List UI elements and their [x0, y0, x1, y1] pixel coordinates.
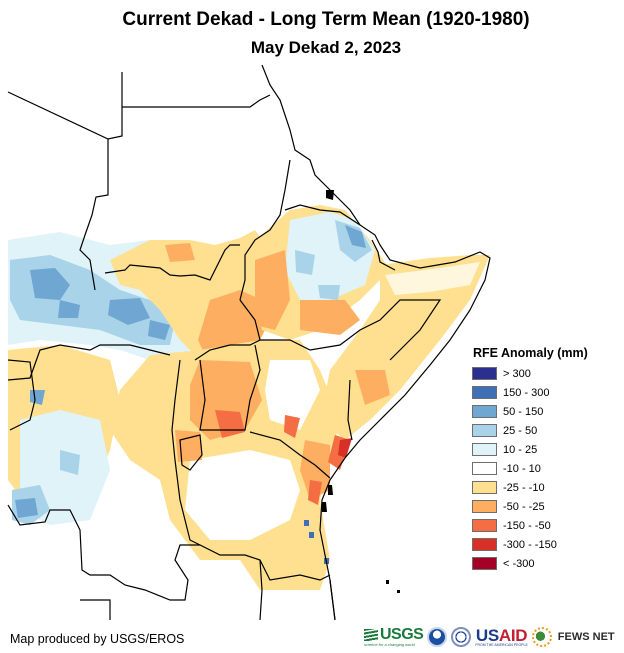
legend-item: > 300 — [472, 364, 588, 383]
fews-net-logo: FEWS NET — [557, 631, 615, 643]
doc-seal-icon — [451, 627, 472, 647]
anomaly-zone-dry-southsudan-core — [165, 243, 265, 365]
legend-swatch — [472, 386, 497, 399]
anomaly-zone-east-severe — [215, 410, 350, 505]
border-zambia-angola — [80, 599, 111, 620]
legend-item: -10 - 10 — [472, 459, 588, 478]
usgs-logo: USGS science for a changing world — [364, 626, 424, 647]
border-drc-east — [171, 359, 201, 546]
legend-item: -150 - -50 — [472, 516, 588, 535]
legend-label: -50 - -25 — [503, 500, 545, 513]
border-ethiopia-kenya-somalia — [260, 299, 442, 361]
anomaly-zone-somalia-dry — [355, 370, 390, 405]
anomaly-zone-ethiopia-wet-peak — [345, 225, 366, 248]
legend-label: -150 - -50 — [503, 519, 551, 532]
legend-item: -25 - -10 — [472, 478, 588, 497]
usgs-wave-icon — [364, 628, 378, 641]
legend-label: -10 - 10 — [503, 462, 541, 475]
border-drc-angola-zambia — [7, 504, 245, 601]
legend-item: 25 - 50 — [472, 421, 588, 440]
map-title: Current Dekad - Long Term Mean (1920-198… — [122, 9, 530, 30]
country-borders — [7, 64, 491, 621]
legend-title: RFE Anomaly (mm) — [473, 346, 588, 360]
border-kenya-somalia — [347, 379, 353, 441]
border-cameroon — [7, 359, 36, 431]
border-zambia-malawi-tanzania — [244, 554, 331, 581]
legend-label: > 300 — [503, 367, 531, 380]
fews-net-globe-icon — [531, 627, 552, 647]
legend-item: 10 - 25 — [472, 440, 588, 459]
legend-label: < -300 — [503, 557, 535, 570]
island-dahlak — [326, 190, 334, 200]
legend-label: 150 - 300 — [503, 386, 550, 399]
legend-swatch — [472, 557, 497, 570]
island-comoros — [386, 580, 400, 593]
border-sudan-ethiopia — [239, 159, 291, 301]
border-car-drc — [7, 344, 171, 381]
legend-swatch — [472, 367, 497, 380]
legend-label: 50 - 150 — [503, 405, 544, 418]
island-zanzibar — [322, 502, 327, 512]
legend-swatch — [472, 462, 497, 475]
islands — [322, 190, 400, 593]
border-uganda — [199, 344, 261, 431]
partner-logos: USGS science for a changing world USAID … — [364, 624, 615, 650]
map-subtitle: May Dekad 2, 2023 — [250, 38, 402, 57]
legend-label: -25 - -10 — [503, 481, 545, 494]
anomaly-map — [7, 64, 491, 621]
border-djibouti — [371, 239, 396, 271]
legend-item: 150 - 300 — [472, 383, 588, 402]
map-credit: Map produced by USGS/EROS — [10, 632, 185, 646]
legend-swatch — [472, 500, 497, 513]
anomaly-zone-ethiopia-dry — [255, 250, 360, 335]
border-kenya-tanzania — [249, 431, 331, 479]
legend-swatch — [472, 405, 497, 418]
border-sudan-southsudan — [104, 244, 240, 281]
border-libya-egypt-sudan — [7, 72, 271, 140]
anomaly-zone-east-neutral — [185, 360, 320, 540]
legend: RFE Anomaly (mm) > 300 150 - 300 50 - 150 2… — [472, 346, 588, 573]
legend-item: 50 - 150 — [472, 402, 588, 421]
legend-label: 10 - 25 — [503, 443, 538, 456]
coastline-red-sea — [261, 64, 491, 621]
usaid-logo: USAID FROM THE AMERICAN PEOPLE — [475, 625, 528, 647]
legend-label: 25 - 50 — [503, 424, 538, 437]
noaa-logo-icon — [427, 627, 448, 647]
legend-item: -300 - -150 — [472, 535, 588, 554]
legend-swatch — [472, 538, 497, 551]
legend-swatch — [472, 424, 497, 437]
anomaly-zone-somalia-north-neutral — [385, 262, 480, 295]
anomaly-zone-coast-extreme — [338, 438, 352, 458]
border-southsudan-ethiopia-kenya — [194, 299, 261, 361]
border-mozambique — [259, 559, 336, 621]
legend-swatch — [472, 519, 497, 532]
anomaly-zone-wet-west-core — [30, 268, 170, 340]
legend-swatch — [472, 443, 497, 456]
border-eritrea-ethiopia — [284, 204, 361, 226]
anomaly-zone-east-dry-core — [175, 360, 330, 500]
legend-label: -300 - -150 — [503, 538, 557, 551]
legend-item: < -300 — [472, 554, 588, 573]
border-rwanda-burundi — [179, 434, 203, 471]
border-sudan-chad — [79, 139, 109, 291]
anomaly-zone-drc-wet-peak — [15, 390, 45, 518]
legend-item: -50 - -25 — [472, 497, 588, 516]
island-pemba — [328, 485, 333, 495]
anomaly-fills — [8, 205, 490, 590]
legend-swatch — [472, 481, 497, 494]
